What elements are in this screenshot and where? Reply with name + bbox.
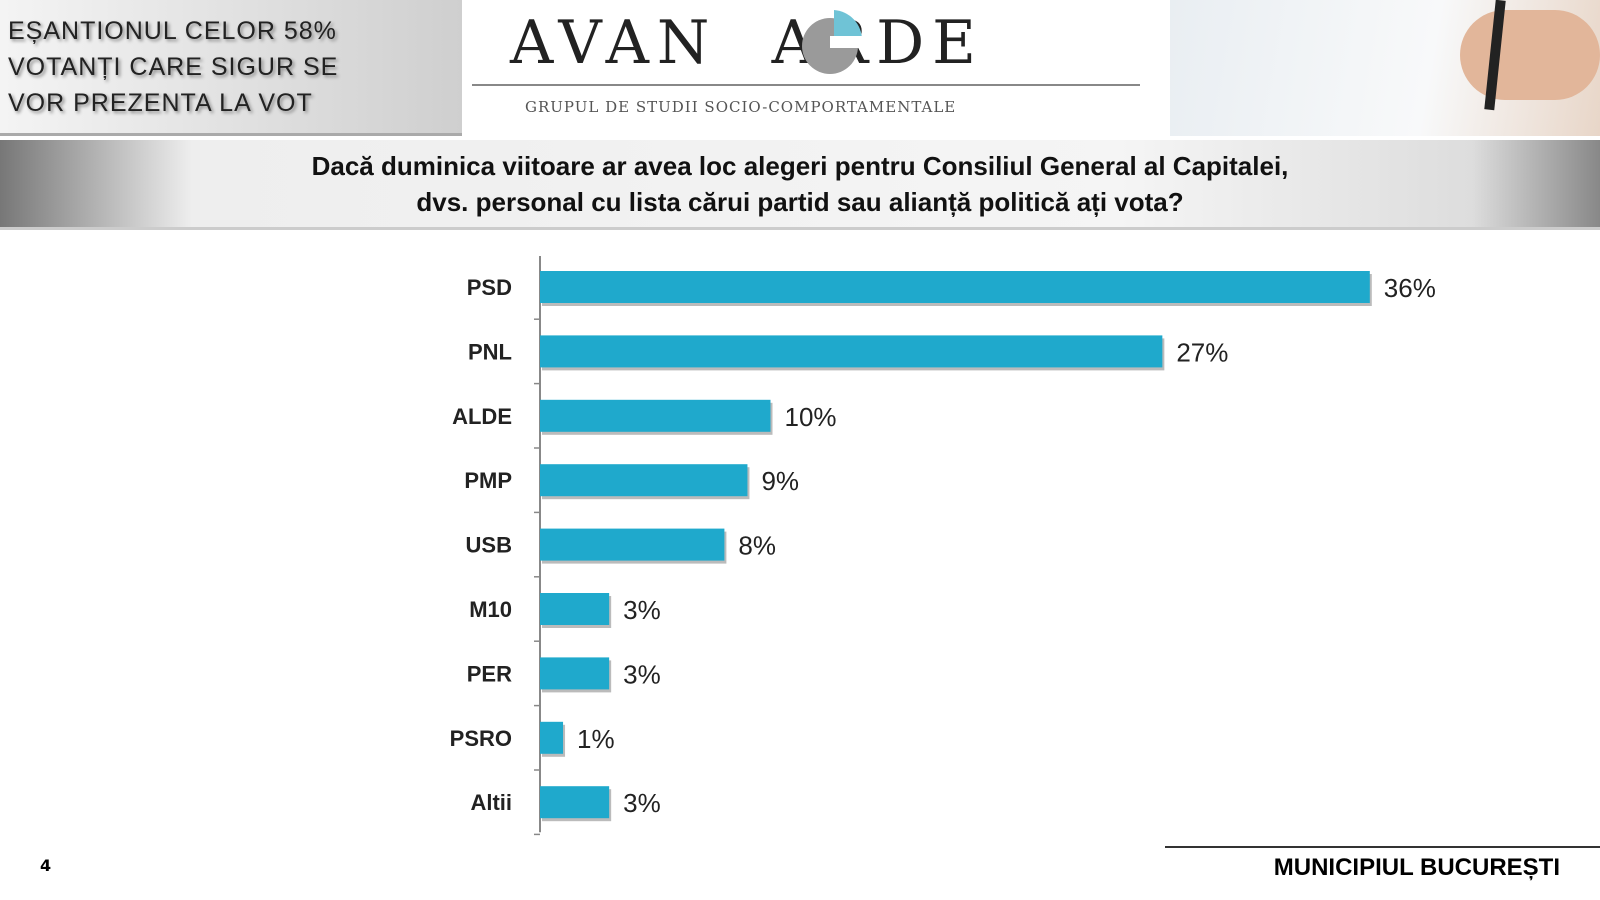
data-label: 27% [1176,337,1228,367]
category-label: USB [466,533,512,558]
category-label: PER [467,661,512,686]
bar-psd [540,271,1370,303]
category-label: Altii [470,790,512,815]
data-label: 8% [738,531,776,561]
category-label: ALDE [452,404,512,429]
sample-note: EȘANTIONUL CELOR 58% VOTANȚI CARE SIGUR … [8,16,339,117]
question-banner: Dacă duminica viitoare ar avea loc alege… [0,140,1600,230]
logo-text: AVAN ARDE [510,8,984,78]
page-number: 4 [40,856,52,875]
region-label: MUNICIPIUL BUCUREȘTI [1165,846,1600,882]
question-text: Dacă duminica viitoare ar avea loc alege… [311,151,1289,217]
bar-altii [540,786,610,819]
data-label: 3% [623,595,661,625]
bar-chart: PSD 36% PNL 27% ALDE 10% PMP 9% USB 8% M10 3% PER 3% P… [450,256,1436,836]
writing-hand-photo [1170,0,1600,136]
bar-per [540,657,610,690]
bar-m10 [540,593,610,625]
category-label: PSRO [450,726,512,751]
data-label: 3% [623,788,661,818]
sample-note-panel: EȘANTIONUL CELOR 58% VOTANȚI CARE SIGUR … [0,0,462,136]
data-label: 36% [1384,273,1436,303]
data-label: 3% [623,659,661,689]
logo-divider [472,84,1140,86]
logo-subtitle: GRUPUL DE STUDII SOCIO-COMPORTAMENTALE [525,98,957,116]
category-label: M10 [469,597,512,622]
bar-psro [540,721,564,754]
category-label: PNL [468,339,512,364]
category-label: PSD [467,275,512,300]
category-label: PMP [464,468,512,493]
bar-alde [540,399,771,432]
bar-pmp [540,464,748,497]
data-label: 1% [577,724,615,754]
avangarde-logo: AVAN ARDE GRUPUL DE STUDII SOCIO-COMPORT… [470,0,1170,136]
bar-pnl [540,335,1163,368]
bar-usb [540,528,725,561]
pie-logo-icon [802,10,864,74]
data-label: 10% [785,402,837,432]
data-label: 9% [761,466,799,496]
